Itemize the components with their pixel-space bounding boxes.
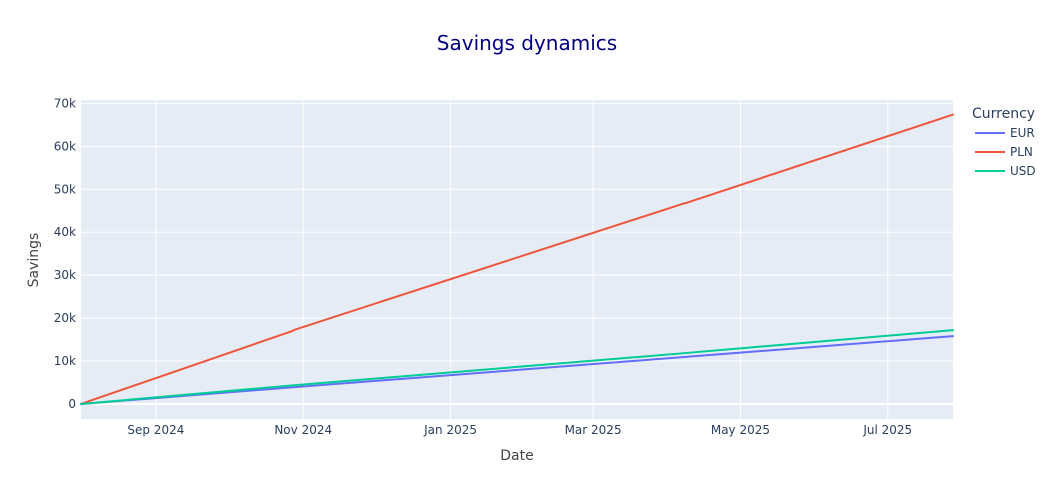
legend-title: Currency	[972, 106, 1035, 122]
series-line-usd	[80, 329, 954, 405]
legend-item-pln[interactable]: PLN	[975, 145, 1033, 159]
y-axis-title: Savings	[26, 233, 42, 288]
chart-title: Savings dynamics	[437, 31, 617, 55]
series-lines	[80, 113, 954, 405]
y-tick-label: 70k	[54, 96, 76, 110]
y-tick-label: 30k	[54, 268, 76, 282]
y-tick-label: 10k	[54, 354, 76, 368]
legend-item-eur[interactable]: EUR	[975, 126, 1035, 140]
x-tick-label: May 2025	[711, 423, 770, 437]
series-line-pln	[80, 113, 954, 405]
x-axis-ticks: Sep 2024 Nov 2024 Jan 2025 Mar 2025 May 2025…	[127, 423, 912, 437]
y-tick-label: 60k	[54, 139, 76, 153]
legend-label: USD	[1010, 164, 1036, 178]
legend-label: EUR	[1010, 126, 1035, 140]
y-tick-label: 50k	[54, 182, 76, 196]
plot-area	[81, 100, 953, 419]
y-axis-ticks: 0 10k 20k 30k 40k 50k 60k 70k	[54, 96, 76, 411]
x-tick-label: Jan 2025	[423, 423, 477, 437]
x-axis-title: Date	[500, 448, 533, 464]
x-tick-label: Jul 2025	[862, 423, 912, 437]
legend-item-usd[interactable]: USD	[975, 164, 1036, 178]
x-tick-label: Nov 2024	[274, 423, 332, 437]
x-tick-label: Sep 2024	[127, 423, 184, 437]
legend: Currency EUR PLN USD	[972, 106, 1036, 178]
grid-lines	[81, 100, 953, 419]
y-tick-label: 20k	[54, 311, 76, 325]
x-tick-label: Mar 2025	[565, 423, 622, 437]
y-tick-label: 0	[68, 397, 76, 411]
y-tick-label: 40k	[54, 225, 76, 239]
legend-label: PLN	[1010, 145, 1033, 159]
